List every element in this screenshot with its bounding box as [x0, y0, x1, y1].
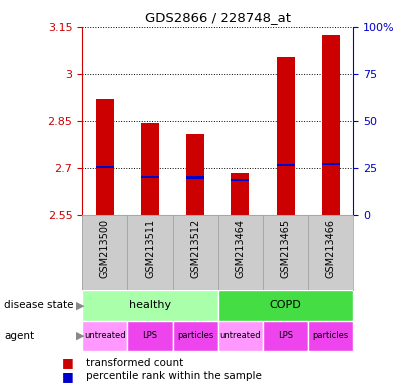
Text: untreated: untreated: [219, 331, 261, 341]
Bar: [322, 163, 340, 165]
Bar: [186, 176, 204, 179]
Text: particles: particles: [313, 331, 349, 341]
Bar: [96, 166, 114, 168]
Bar: [186, 134, 204, 215]
Text: COPD: COPD: [270, 300, 302, 310]
Text: LPS: LPS: [143, 331, 157, 341]
Text: ■: ■: [62, 356, 74, 369]
Text: ▶: ▶: [76, 331, 85, 341]
Text: GSM213511: GSM213511: [145, 219, 155, 278]
Text: GSM213466: GSM213466: [326, 219, 336, 278]
Text: ▶: ▶: [76, 300, 85, 310]
Bar: [218, 321, 263, 351]
Bar: [82, 290, 218, 321]
Title: GDS2866 / 228748_at: GDS2866 / 228748_at: [145, 11, 291, 24]
Bar: [96, 99, 114, 215]
Bar: [173, 321, 218, 351]
Bar: [141, 175, 159, 178]
Text: untreated: untreated: [84, 331, 126, 341]
Text: agent: agent: [4, 331, 34, 341]
Bar: [263, 321, 308, 351]
Bar: [322, 35, 340, 215]
Bar: [231, 173, 249, 215]
Text: particles: particles: [177, 331, 213, 341]
Text: ■: ■: [62, 370, 74, 383]
Text: GSM213464: GSM213464: [236, 219, 245, 278]
Text: transformed count: transformed count: [86, 358, 184, 368]
Bar: [82, 321, 127, 351]
Text: percentile rank within the sample: percentile rank within the sample: [86, 371, 262, 381]
Text: healthy: healthy: [129, 300, 171, 310]
Bar: [308, 321, 353, 351]
Text: GSM213512: GSM213512: [190, 219, 200, 278]
Bar: [231, 179, 249, 181]
Bar: [277, 164, 295, 166]
Bar: [141, 122, 159, 215]
Bar: [127, 321, 173, 351]
Text: GSM213500: GSM213500: [100, 219, 110, 278]
Bar: [218, 290, 353, 321]
Text: disease state: disease state: [4, 300, 74, 310]
Text: LPS: LPS: [278, 331, 293, 341]
Bar: [277, 57, 295, 215]
Text: GSM213465: GSM213465: [281, 219, 291, 278]
